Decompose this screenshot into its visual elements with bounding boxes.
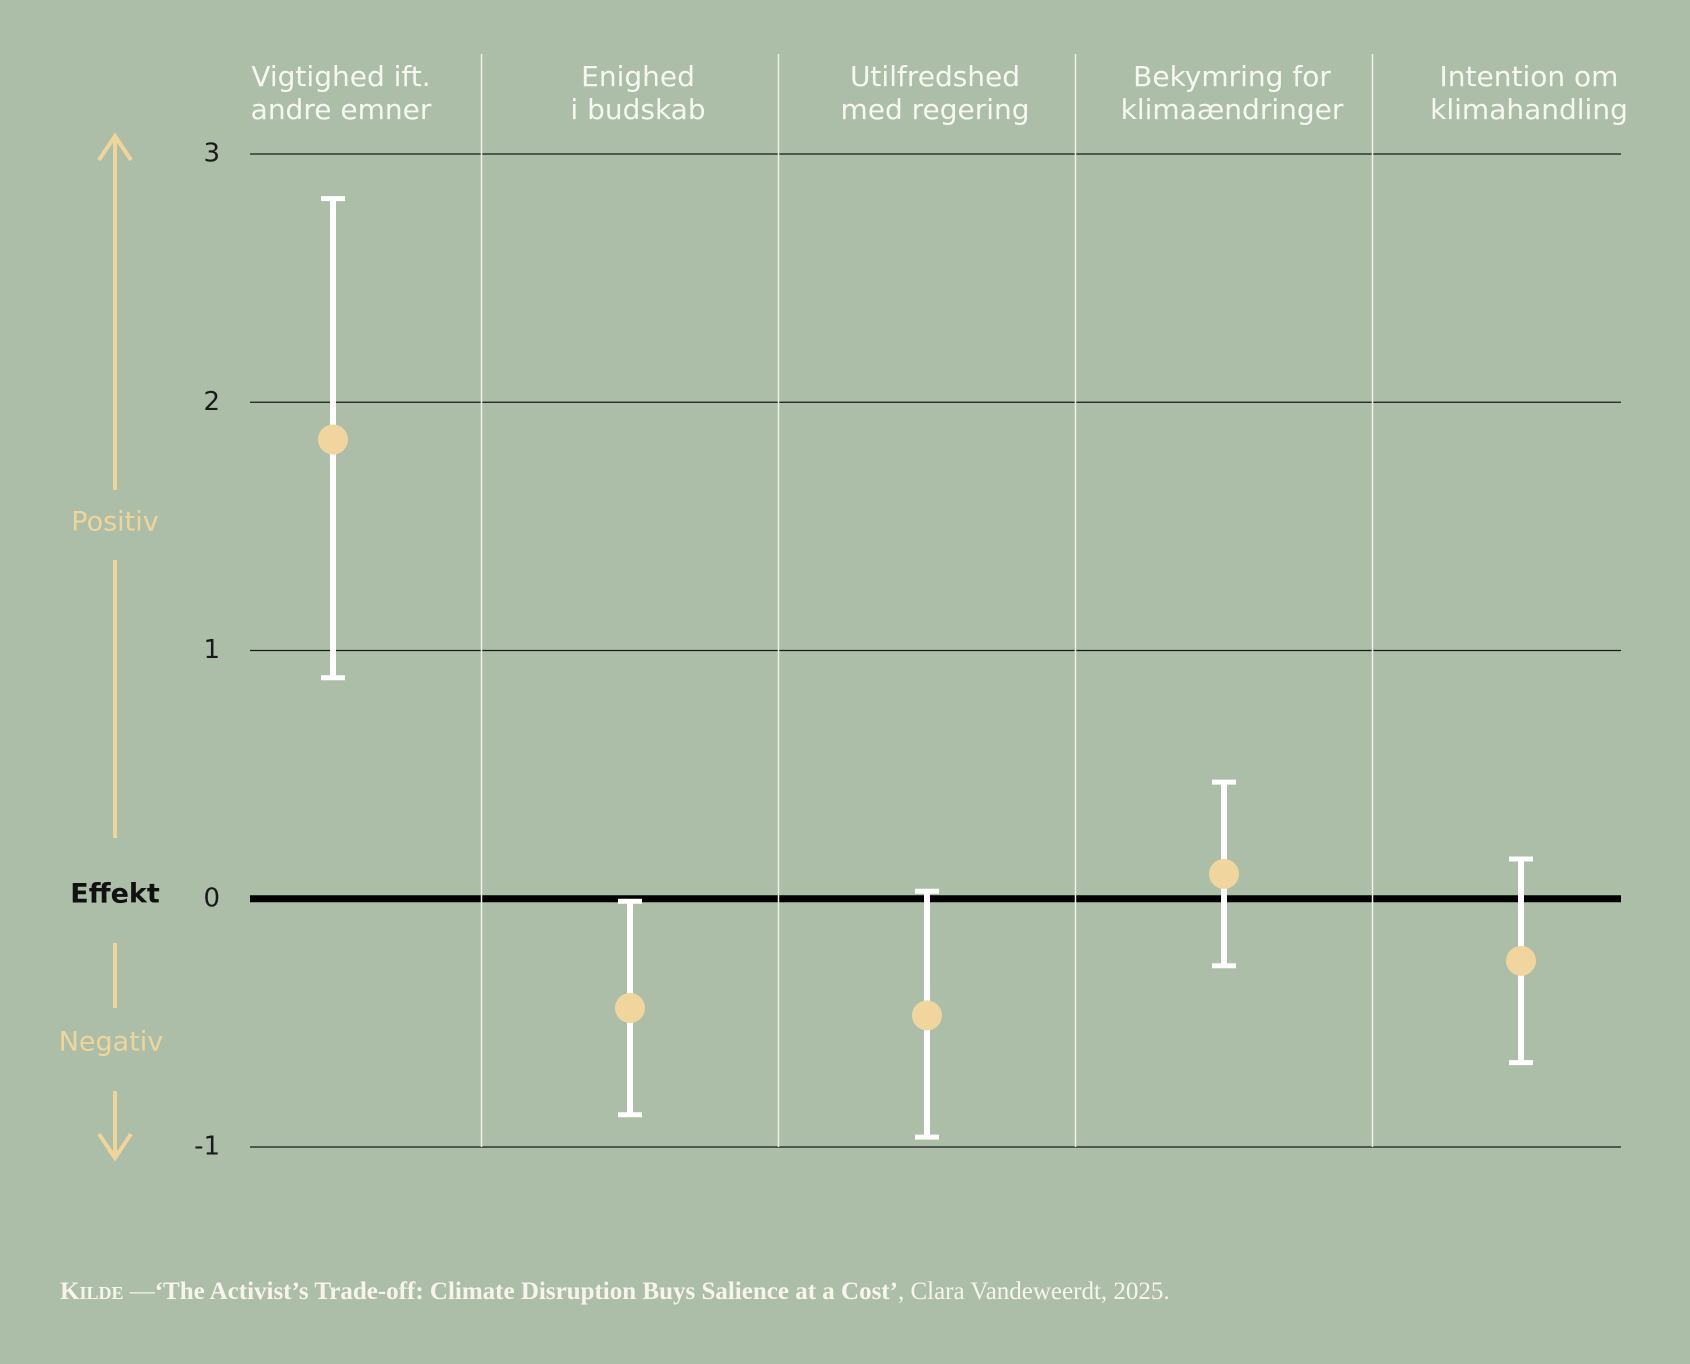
source: Kilde —‘The Activist’s Trade-off: Climat… — [60, 1278, 1170, 1305]
point-estimate — [912, 1000, 942, 1031]
point-estimate — [1506, 945, 1536, 976]
positive-label: Positiv — [71, 507, 158, 538]
category-label: Enighed — [581, 60, 695, 93]
category-label: klimahandling — [1430, 93, 1628, 126]
category-label: klimaændringer — [1121, 93, 1344, 126]
category-label: Vigtighed ift. — [251, 60, 430, 93]
point-estimate — [318, 424, 348, 455]
negative-label: Negativ — [59, 1027, 164, 1058]
y-tick-label: 3 — [203, 139, 220, 169]
source-rest: , Clara Vandeweerdt, 2025. — [898, 1278, 1170, 1305]
y-tick-label: 2 — [203, 387, 220, 417]
point-estimate — [615, 992, 645, 1023]
source-title: ‘The Activist’s Trade-off: Climate Disru… — [155, 1278, 898, 1305]
category-label: Bekymring for — [1133, 60, 1331, 93]
category-label: Intention om — [1440, 60, 1619, 93]
category-label: Utilfredshed — [850, 60, 1020, 93]
y-tick-label: -1 — [194, 1132, 220, 1162]
point-estimate — [1209, 858, 1239, 889]
source-separator: — — [129, 1278, 156, 1305]
y-tick-label: 1 — [203, 635, 220, 665]
y-axis-label: Effekt — [70, 879, 160, 910]
direction-arrows — [97, 132, 133, 1162]
source-label: Kilde — [60, 1278, 123, 1305]
category-label: andre emner — [251, 93, 432, 126]
category-label: i budskab — [570, 93, 705, 126]
y-tick-label: 0 — [203, 883, 220, 913]
category-label: med regering — [840, 93, 1029, 126]
